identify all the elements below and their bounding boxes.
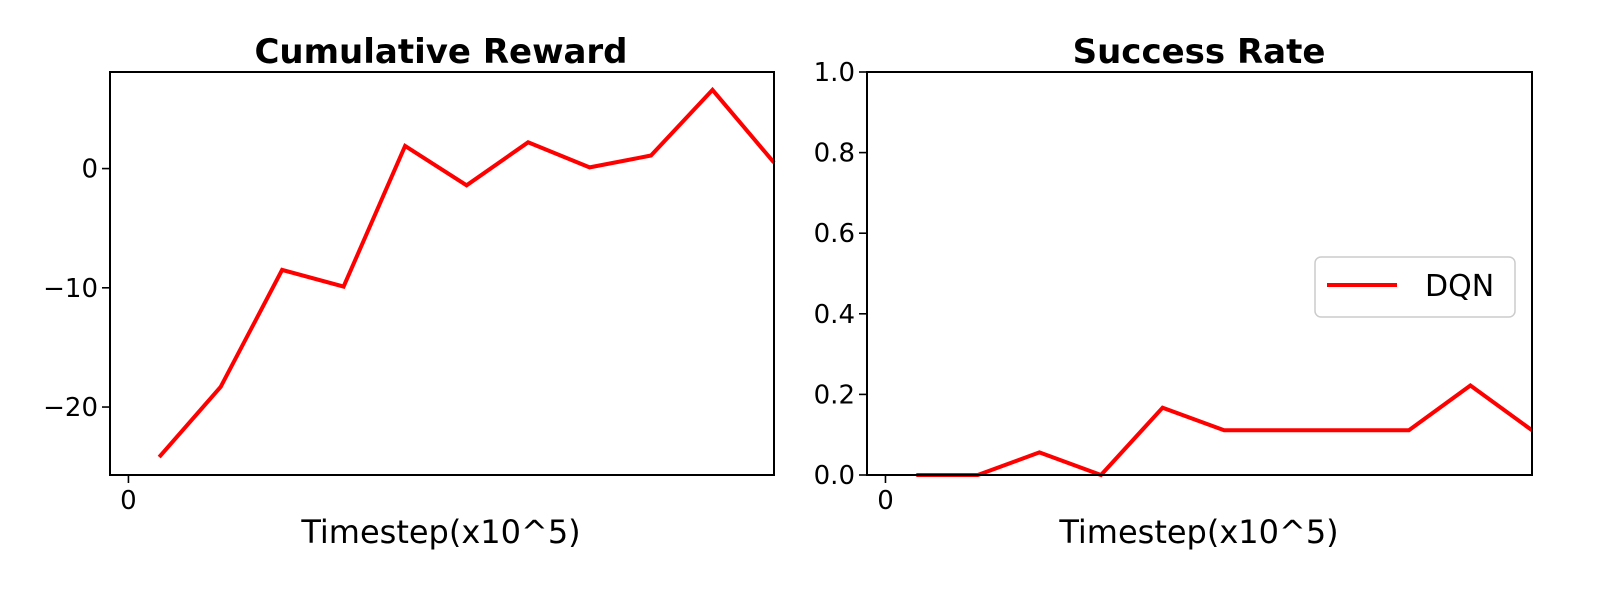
y-tick-label: 0.0: [814, 461, 855, 491]
series-line-series-0: [157, 86, 776, 459]
x-axis-label: Timestep(x10^5): [1058, 513, 1338, 551]
y-tick-label: 0.8: [814, 139, 855, 169]
y-tick-label: −20: [43, 393, 98, 423]
axes-frame: [866, 71, 1533, 476]
y-tick-label: 0.4: [814, 300, 855, 330]
chart-cumulative-reward: Cumulative Reward −20 −10 0 0 Timestep(x10^…: [43, 32, 776, 551]
axes-frame: [109, 71, 775, 476]
chart-success-rate: Success Rate 0.0 0.2 0.4 0.6 0.8 1.0 0 Timeste…: [814, 32, 1534, 551]
chart-title: Cumulative Reward: [254, 32, 627, 72]
legend-label-dqn: DQN: [1425, 269, 1494, 304]
series-line-dqn: [916, 383, 1534, 478]
x-axis-label: Timestep(x10^5): [300, 513, 580, 551]
chart-title: Success Rate: [1073, 32, 1326, 72]
x-tick-label: 0: [877, 486, 894, 516]
y-tick-label: 0.2: [814, 380, 855, 410]
y-tick-label: −10: [43, 274, 98, 304]
plot-area: 0.0 0.2 0.4 0.6 0.8 1.0 0: [814, 58, 1534, 516]
y-tick-label: 0: [81, 155, 98, 185]
y-tick-label: 0.6: [814, 219, 855, 249]
y-tick-label: 1.0: [814, 58, 855, 88]
x-tick-label: 0: [120, 486, 137, 516]
plot-area: −20 −10 0 0: [43, 86, 776, 516]
legend-box: [1314, 256, 1516, 318]
legend: DQN: [1314, 256, 1516, 318]
